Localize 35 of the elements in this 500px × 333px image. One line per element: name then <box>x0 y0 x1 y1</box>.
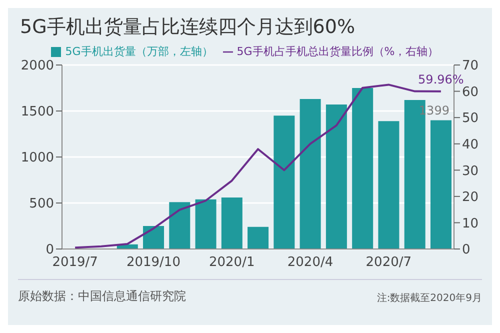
y-tick-label: 500 <box>29 196 54 212</box>
y2-tick-label: 10 <box>462 216 479 232</box>
bar <box>195 199 216 249</box>
x-tick-label: 2020/7 <box>366 255 412 270</box>
y2-tick-label: 50 <box>462 111 479 126</box>
bar <box>352 88 374 249</box>
y2-tick-label: 0 <box>462 242 470 258</box>
text: 注:数据截至2020年9月 <box>376 292 482 305</box>
legend-label: 5G手机出货量（万部，左轴） <box>65 45 213 58</box>
y2-tick-label: 20 <box>462 190 479 206</box>
chart-title: 5G手机出货量占比连续四个月达到60% <box>19 15 356 40</box>
bar <box>221 197 242 249</box>
x-tick-label: 2020/4 <box>287 255 334 270</box>
y2-tick-label: 40 <box>462 137 479 152</box>
legend-label: 5G手机占手机总出货量比例（%，右轴） <box>236 45 439 58</box>
bar <box>274 116 295 249</box>
y-tick-label: 1000 <box>20 150 54 166</box>
data-label: 59.96% <box>418 72 464 86</box>
x-tick-label: 2019/7 <box>52 255 98 270</box>
bar <box>326 104 347 249</box>
bar <box>300 99 321 249</box>
bar <box>248 226 269 249</box>
x-tick-label: 2020/1 <box>208 255 255 270</box>
y-tick-label: 1500 <box>20 104 54 120</box>
y2-tick-label: 30 <box>462 164 479 179</box>
text: 原始数据：中国信息通信研究院 <box>18 288 186 305</box>
y2-tick-label: 70 <box>462 58 479 74</box>
y2-tick-label: 60 <box>462 84 479 100</box>
bar <box>430 120 452 249</box>
x-tick-label: 2019/10 <box>126 255 180 270</box>
y-tick-label: 2000 <box>20 58 54 74</box>
bar <box>169 202 190 249</box>
y-tick-label: 0 <box>46 242 54 258</box>
bar <box>143 226 164 249</box>
bar <box>378 121 400 249</box>
